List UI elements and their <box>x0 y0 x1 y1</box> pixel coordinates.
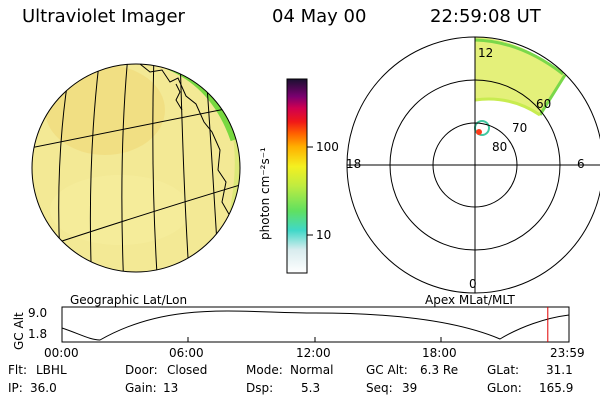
time-label: 22:59:08 UT <box>430 6 541 27</box>
colorbar-unit-label: photon cm⁻²s⁻¹ <box>258 147 272 240</box>
mode-value: Normal <box>290 363 334 377</box>
x-axis-ticks <box>61 337 570 342</box>
glat-label: GLat: <box>487 363 520 377</box>
colorbar-tick-10: 10 <box>316 228 332 242</box>
colorbar <box>286 78 313 274</box>
gc-alt-value: 6.3 Re <box>420 363 459 377</box>
altitude-xtick-2359: 23:59 <box>550 346 585 360</box>
door-value: Closed <box>167 363 208 377</box>
filter-value: LBHL <box>36 363 67 377</box>
ip-value: 36.0 <box>30 381 57 395</box>
mlat-label-70: 70 <box>512 121 528 135</box>
glon-value: 165.9 <box>539 381 574 395</box>
altitude-plot <box>61 306 570 343</box>
glat-value: 31.1 <box>546 363 573 377</box>
mlat-label-60: 60 <box>536 97 552 111</box>
altitude-ylabel: GC Alt <box>12 312 26 350</box>
mlt-label-0: 0 <box>469 277 477 291</box>
dsp-value: 5.3 <box>301 381 321 395</box>
mode-label: Mode: <box>246 363 283 377</box>
altitude-xtick-0600: 06:00 <box>169 346 204 360</box>
mlat-label-80: 80 <box>492 140 508 154</box>
altitude-ytick-min: 1.8 <box>28 327 48 341</box>
gc-alt-label: GC Alt: <box>366 363 408 377</box>
mlt-label-6: 6 <box>577 157 585 171</box>
gain-value: 13 <box>163 381 179 395</box>
ip-label: IP: <box>8 381 23 395</box>
filter-label: Flt: <box>8 363 27 377</box>
altitude-xtick-0000: 00:00 <box>44 346 79 360</box>
mlt-label-18: 18 <box>346 157 362 171</box>
altitude-xtick-1200: 12:00 <box>296 346 331 360</box>
date-label: 04 May 00 <box>272 6 367 27</box>
glon-label: GLon: <box>487 381 522 395</box>
apex-panel-label: Apex MLat/MLT <box>425 293 515 307</box>
earth-disk <box>31 63 241 273</box>
gain-label: Gain: <box>125 381 157 395</box>
geo-panel-label: Geographic Lat/Lon <box>70 293 188 307</box>
seq-label: Seq: <box>366 381 393 395</box>
altitude-ytick-max: 9.0 <box>28 306 48 320</box>
dsp-label: Dsp: <box>246 381 274 395</box>
mlt-label-12: 12 <box>478 46 494 60</box>
instrument-title: Ultraviolet Imager <box>22 6 185 27</box>
altitude-xtick-1800: 18:00 <box>422 346 457 360</box>
seq-value: 39 <box>402 381 418 395</box>
door-label: Door: <box>125 363 158 377</box>
polar-plot <box>346 36 600 294</box>
colorbar-tick-100: 100 <box>316 140 339 154</box>
